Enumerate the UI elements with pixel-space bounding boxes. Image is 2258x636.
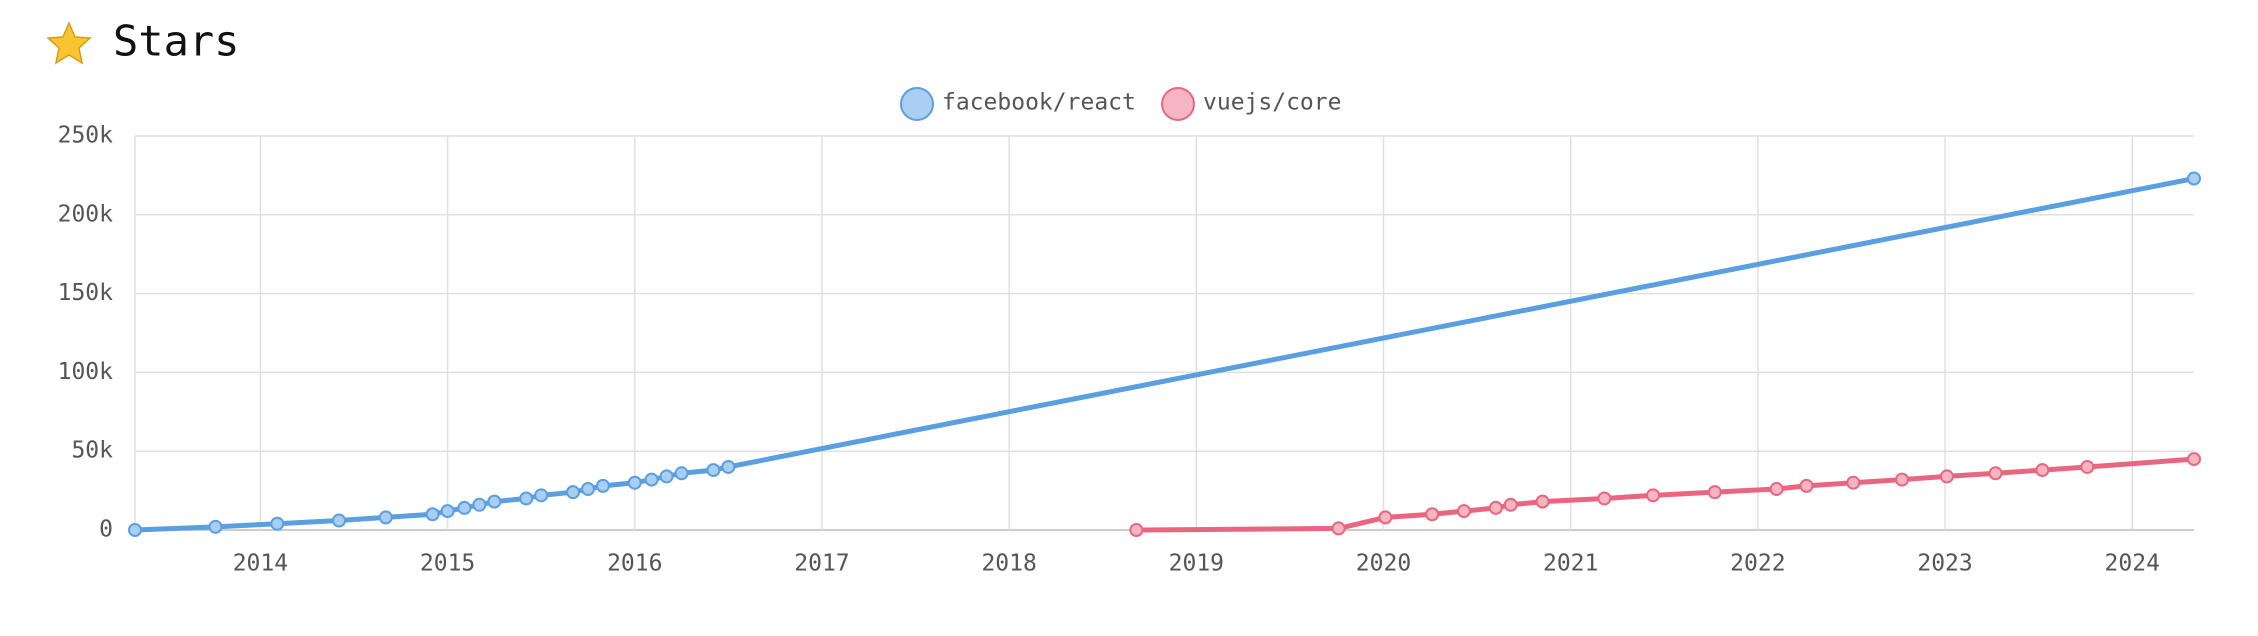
point	[1456, 504, 1471, 519]
y-tick-label: 200k	[58, 201, 114, 227]
point	[595, 478, 610, 493]
point	[519, 491, 534, 506]
y-tick-label: 50k	[71, 438, 113, 464]
legend-label: facebook/react	[942, 90, 1136, 116]
x-tick-label: 2024	[2105, 551, 2160, 577]
point	[472, 497, 487, 512]
point	[1503, 497, 1518, 512]
y-tick-label: 100k	[58, 359, 114, 385]
point	[457, 500, 472, 515]
x-tick-label: 2023	[1917, 551, 1972, 577]
point	[2035, 463, 2050, 478]
point	[580, 482, 595, 497]
point	[1646, 488, 1661, 503]
point	[644, 472, 659, 487]
point	[1769, 482, 1784, 497]
x-tick-label: 2014	[233, 551, 288, 577]
point	[332, 513, 347, 528]
point	[1707, 485, 1722, 500]
point	[534, 488, 549, 503]
x-tick-label: 2017	[794, 551, 849, 577]
point	[440, 504, 455, 519]
point	[2187, 171, 2201, 186]
chart-title: Stars	[113, 17, 239, 66]
point	[2187, 452, 2201, 467]
point	[378, 510, 393, 525]
point	[270, 516, 285, 531]
star-icon	[46, 21, 92, 65]
point	[659, 469, 674, 484]
x-tick-label: 2016	[607, 551, 662, 577]
point	[1488, 500, 1503, 515]
x-tick-label: 2021	[1543, 551, 1598, 577]
point	[208, 519, 223, 534]
point	[1846, 475, 1861, 490]
x-tick-label: 2019	[1169, 551, 1224, 577]
point	[1535, 494, 1550, 509]
point	[1331, 521, 1346, 536]
point	[1939, 469, 1954, 484]
y-tick-label: 150k	[58, 280, 114, 306]
point	[1894, 472, 1909, 487]
series-line	[134, 176, 2195, 533]
legend-marker	[1161, 87, 1195, 121]
series-line	[1136, 456, 2195, 533]
point	[674, 466, 689, 481]
x-tick-label: 2020	[1356, 551, 1411, 577]
point	[627, 475, 642, 490]
legend-label: vuejs/core	[1203, 90, 1341, 116]
point	[706, 463, 721, 478]
point	[1378, 510, 1393, 525]
point	[1129, 523, 1144, 537]
point	[425, 507, 440, 522]
point	[1988, 466, 2003, 481]
x-tick-label: 2022	[1730, 551, 1785, 577]
point	[1799, 478, 1814, 493]
point	[2080, 459, 2095, 474]
y-tick-label: 250k	[58, 123, 114, 149]
x-tick-label: 2018	[981, 551, 1036, 577]
point	[487, 494, 502, 509]
x-tick-label: 2015	[420, 551, 475, 577]
legend-marker	[900, 87, 934, 121]
point	[1597, 491, 1612, 506]
point	[566, 485, 581, 500]
y-tick-label: 0	[99, 517, 113, 543]
point	[1425, 507, 1440, 522]
point	[721, 459, 736, 474]
point	[128, 523, 142, 537]
